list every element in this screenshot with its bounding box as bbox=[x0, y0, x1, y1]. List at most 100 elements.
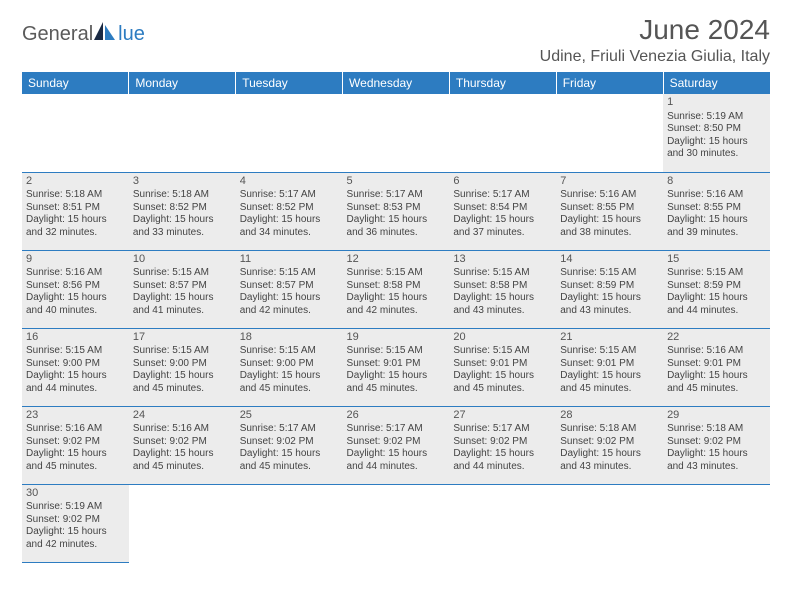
daylight-line-1: Daylight: 15 hours bbox=[26, 448, 125, 461]
daylight-line-2: and 44 minutes. bbox=[26, 383, 125, 396]
daylight-line-2: and 37 minutes. bbox=[453, 227, 552, 240]
sunset-line: Sunset: 9:00 PM bbox=[133, 358, 232, 371]
sunrise-line: Sunrise: 5:15 AM bbox=[347, 267, 446, 280]
sunset-line: Sunset: 9:02 PM bbox=[133, 436, 232, 449]
daylight-line-1: Daylight: 15 hours bbox=[347, 292, 446, 305]
sunrise-line: Sunrise: 5:17 AM bbox=[347, 189, 446, 202]
calendar-cell bbox=[22, 94, 129, 172]
day-number: 10 bbox=[133, 253, 232, 267]
sunrise-line: Sunrise: 5:15 AM bbox=[347, 345, 446, 358]
daylight-line-1: Daylight: 15 hours bbox=[560, 214, 659, 227]
sunset-line: Sunset: 8:55 PM bbox=[667, 202, 766, 215]
daylight-line-2: and 42 minutes. bbox=[347, 305, 446, 318]
day-number: 12 bbox=[347, 253, 446, 267]
calendar-week: 30Sunrise: 5:19 AMSunset: 9:02 PMDayligh… bbox=[22, 484, 770, 562]
sunset-line: Sunset: 9:02 PM bbox=[560, 436, 659, 449]
daylight-line-1: Daylight: 15 hours bbox=[453, 214, 552, 227]
title-block: June 2024 Udine, Friuli Venezia Giulia, … bbox=[540, 14, 770, 66]
month-title: June 2024 bbox=[540, 14, 770, 46]
sunset-line: Sunset: 8:58 PM bbox=[453, 280, 552, 293]
sunrise-line: Sunrise: 5:19 AM bbox=[667, 111, 766, 124]
sunrise-line: Sunrise: 5:15 AM bbox=[133, 267, 232, 280]
sunset-line: Sunset: 8:59 PM bbox=[560, 280, 659, 293]
daylight-line-1: Daylight: 15 hours bbox=[240, 292, 339, 305]
sunset-line: Sunset: 8:58 PM bbox=[347, 280, 446, 293]
calendar-cell: 3Sunrise: 5:18 AMSunset: 8:52 PMDaylight… bbox=[129, 172, 236, 250]
daylight-line-1: Daylight: 15 hours bbox=[453, 370, 552, 383]
daylight-line-2: and 45 minutes. bbox=[240, 461, 339, 474]
day-number: 9 bbox=[26, 253, 125, 267]
day-number: 28 bbox=[560, 409, 659, 423]
calendar-week: 9Sunrise: 5:16 AMSunset: 8:56 PMDaylight… bbox=[22, 250, 770, 328]
day-number: 25 bbox=[240, 409, 339, 423]
daylight-line-1: Daylight: 15 hours bbox=[667, 136, 766, 149]
day-number: 6 bbox=[453, 175, 552, 189]
sunset-line: Sunset: 9:00 PM bbox=[26, 358, 125, 371]
daylight-line-2: and 44 minutes. bbox=[453, 461, 552, 474]
daylight-line-2: and 45 minutes. bbox=[667, 383, 766, 396]
sunrise-line: Sunrise: 5:17 AM bbox=[453, 189, 552, 202]
daylight-line-1: Daylight: 15 hours bbox=[26, 292, 125, 305]
day-number: 11 bbox=[240, 253, 339, 267]
sunrise-line: Sunrise: 5:17 AM bbox=[240, 189, 339, 202]
sunset-line: Sunset: 9:02 PM bbox=[347, 436, 446, 449]
sunrise-line: Sunrise: 5:15 AM bbox=[240, 267, 339, 280]
sunset-line: Sunset: 9:02 PM bbox=[453, 436, 552, 449]
daylight-line-2: and 45 minutes. bbox=[240, 383, 339, 396]
day-number: 29 bbox=[667, 409, 766, 423]
sunset-line: Sunset: 9:01 PM bbox=[347, 358, 446, 371]
calendar-cell: 28Sunrise: 5:18 AMSunset: 9:02 PMDayligh… bbox=[556, 406, 663, 484]
sunrise-line: Sunrise: 5:17 AM bbox=[453, 423, 552, 436]
location: Udine, Friuli Venezia Giulia, Italy bbox=[540, 48, 770, 66]
day-number: 13 bbox=[453, 253, 552, 267]
daylight-line-2: and 43 minutes. bbox=[560, 305, 659, 318]
calendar-cell: 25Sunrise: 5:17 AMSunset: 9:02 PMDayligh… bbox=[236, 406, 343, 484]
sunset-line: Sunset: 8:55 PM bbox=[560, 202, 659, 215]
calendar-body: 1Sunrise: 5:19 AMSunset: 8:50 PMDaylight… bbox=[22, 94, 770, 562]
logo-text-general: General bbox=[22, 23, 93, 46]
calendar-cell: 5Sunrise: 5:17 AMSunset: 8:53 PMDaylight… bbox=[343, 172, 450, 250]
day-number: 2 bbox=[26, 175, 125, 189]
daylight-line-1: Daylight: 15 hours bbox=[560, 292, 659, 305]
calendar-cell: 26Sunrise: 5:17 AMSunset: 9:02 PMDayligh… bbox=[343, 406, 450, 484]
day-number: 26 bbox=[347, 409, 446, 423]
daylight-line-1: Daylight: 15 hours bbox=[240, 214, 339, 227]
day-header: Tuesday bbox=[236, 72, 343, 94]
daylight-line-2: and 44 minutes. bbox=[667, 305, 766, 318]
day-header: Sunday bbox=[22, 72, 129, 94]
daylight-line-1: Daylight: 15 hours bbox=[453, 448, 552, 461]
day-number: 30 bbox=[26, 487, 125, 501]
day-number: 19 bbox=[347, 331, 446, 345]
calendar-cell: 12Sunrise: 5:15 AMSunset: 8:58 PMDayligh… bbox=[343, 250, 450, 328]
sunset-line: Sunset: 8:54 PM bbox=[453, 202, 552, 215]
daylight-line-1: Daylight: 15 hours bbox=[560, 370, 659, 383]
logo: General lue bbox=[22, 22, 145, 47]
sunset-line: Sunset: 9:02 PM bbox=[26, 436, 125, 449]
sunset-line: Sunset: 8:51 PM bbox=[26, 202, 125, 215]
day-number: 5 bbox=[347, 175, 446, 189]
calendar-cell bbox=[129, 484, 236, 562]
daylight-line-1: Daylight: 15 hours bbox=[26, 370, 125, 383]
sunrise-line: Sunrise: 5:16 AM bbox=[133, 423, 232, 436]
daylight-line-2: and 32 minutes. bbox=[26, 227, 125, 240]
sunset-line: Sunset: 8:50 PM bbox=[667, 123, 766, 136]
day-number: 27 bbox=[453, 409, 552, 423]
daylight-line-2: and 30 minutes. bbox=[667, 148, 766, 161]
calendar-cell bbox=[129, 94, 236, 172]
sunrise-line: Sunrise: 5:16 AM bbox=[667, 189, 766, 202]
daylight-line-1: Daylight: 15 hours bbox=[347, 370, 446, 383]
calendar-cell: 2Sunrise: 5:18 AMSunset: 8:51 PMDaylight… bbox=[22, 172, 129, 250]
daylight-line-2: and 45 minutes. bbox=[133, 383, 232, 396]
sunset-line: Sunset: 9:01 PM bbox=[667, 358, 766, 371]
sunrise-line: Sunrise: 5:19 AM bbox=[26, 501, 125, 514]
daylight-line-1: Daylight: 15 hours bbox=[26, 526, 125, 539]
sunrise-line: Sunrise: 5:15 AM bbox=[133, 345, 232, 358]
calendar-cell: 15Sunrise: 5:15 AMSunset: 8:59 PMDayligh… bbox=[663, 250, 770, 328]
daylight-line-2: and 38 minutes. bbox=[560, 227, 659, 240]
calendar-cell: 4Sunrise: 5:17 AMSunset: 8:52 PMDaylight… bbox=[236, 172, 343, 250]
sunset-line: Sunset: 8:59 PM bbox=[667, 280, 766, 293]
calendar-table: SundayMondayTuesdayWednesdayThursdayFrid… bbox=[22, 72, 770, 563]
daylight-line-2: and 45 minutes. bbox=[133, 461, 232, 474]
sunrise-line: Sunrise: 5:17 AM bbox=[347, 423, 446, 436]
sunset-line: Sunset: 9:01 PM bbox=[560, 358, 659, 371]
